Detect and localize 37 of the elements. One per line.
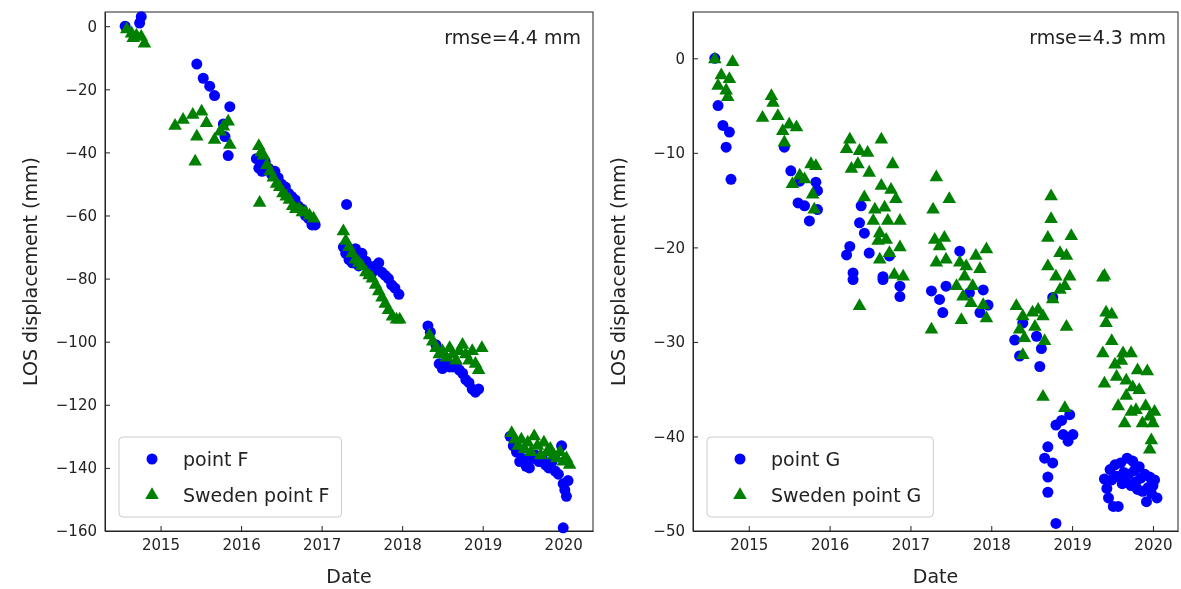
y-tick-label: −30 [653, 333, 685, 352]
x-tick-label: 2015 [730, 535, 769, 554]
y-tick-label: −20 [653, 238, 685, 257]
x-tick-label: 2017 [303, 535, 342, 554]
x-tick-label: 2020 [1134, 535, 1173, 554]
y-tick-label: 0 [87, 17, 97, 36]
y-tick-label: 0 [675, 49, 685, 68]
x-tick-label: 2019 [464, 535, 503, 554]
x-tick-label: 2015 [141, 535, 181, 554]
y-tick-label: −40 [653, 427, 685, 446]
legend-label: Sweden point F [183, 483, 330, 506]
x-axis-title: Date [326, 565, 372, 587]
x-tick-label: 2018 [383, 535, 422, 554]
legend-label: Sweden point G [771, 483, 922, 506]
x-axis-title: Date [912, 565, 959, 587]
legend-label: point F [183, 447, 249, 470]
y-tick-label: −100 [55, 333, 97, 351]
y-tick-label: −40 [65, 143, 97, 162]
y-tick-label: −120 [55, 396, 97, 415]
y-tick-label: −10 [653, 144, 685, 163]
y-tick-label: −60 [65, 206, 97, 225]
y-tick-label: −140 [55, 459, 97, 478]
y-axis-title: LOS displacement (mm) [607, 157, 629, 386]
y-tick-label: −20 [65, 80, 97, 99]
y-tick-label: −50 [653, 522, 685, 541]
x-tick-label: 2020 [544, 535, 583, 554]
y-axis-title: LOS displacement (mm) [19, 157, 41, 386]
y-tick-label: −80 [65, 269, 97, 288]
x-tick-label: 2017 [891, 535, 931, 554]
x-tick-label: 2018 [972, 535, 1011, 554]
legend-label: point G [771, 447, 841, 470]
annotation: rmse=4.3 mm [1029, 26, 1166, 48]
x-tick-label: 2016 [222, 535, 261, 554]
x-tick-label: 2016 [811, 535, 850, 554]
annotation: rmse=4.4 mm [444, 26, 581, 48]
x-tick-label: 2019 [1053, 535, 1092, 554]
y-tick-label: −160 [55, 522, 97, 541]
